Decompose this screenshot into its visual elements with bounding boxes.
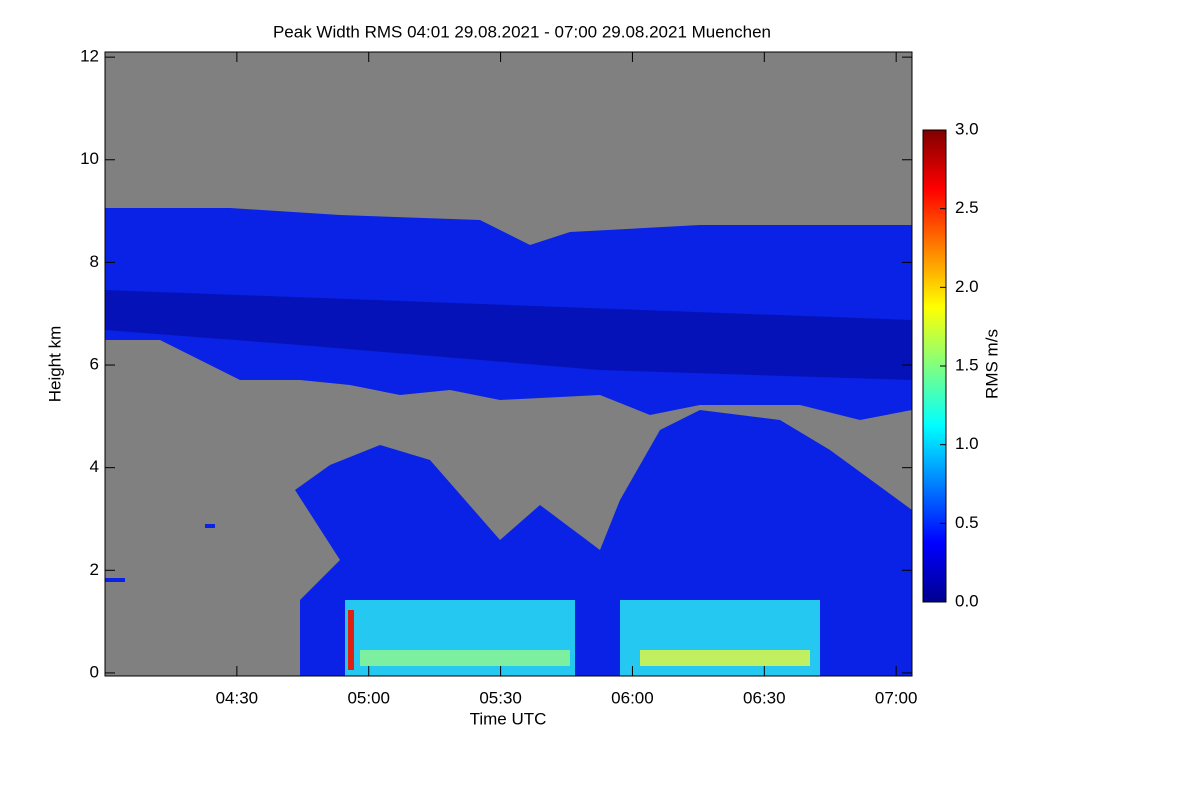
x-axis-label: Time UTC bbox=[470, 709, 547, 728]
colorbar-tick-label: 3.0 bbox=[955, 119, 979, 138]
y-axis-label: Height km bbox=[45, 326, 64, 403]
boundary-layer bbox=[360, 650, 570, 666]
colorbar-tick-label: 1.0 bbox=[955, 434, 979, 453]
x-tick-label: 05:00 bbox=[347, 688, 390, 707]
cloud-fragment bbox=[105, 578, 125, 582]
y-tick-label: 10 bbox=[80, 149, 99, 168]
colorbar-tick-label: 2.5 bbox=[955, 198, 979, 217]
boundary-layer bbox=[640, 650, 810, 666]
heatmap-image bbox=[105, 208, 912, 676]
plot-frame bbox=[104, 51, 913, 677]
x-tick-label: 07:00 bbox=[875, 688, 918, 707]
colorbar-tick-label: 0.0 bbox=[955, 591, 979, 610]
colorbar-tick-label: 2.0 bbox=[955, 277, 979, 296]
x-tick-label: 06:00 bbox=[611, 688, 654, 707]
colorbar-tick-label: 0.5 bbox=[955, 513, 979, 532]
x-tick-label: 05:30 bbox=[479, 688, 522, 707]
chart-title: Peak Width RMS 04:01 29.08.2021 - 07:00 … bbox=[273, 22, 771, 41]
x-tick-label: 04:30 bbox=[216, 688, 259, 707]
y-tick-label: 8 bbox=[90, 252, 99, 271]
y-tick-label: 4 bbox=[90, 457, 99, 476]
y-tick-label: 6 bbox=[90, 355, 99, 374]
y-tick-label: 12 bbox=[80, 47, 99, 66]
colorbar-label: RMS m/s bbox=[982, 329, 1001, 399]
y-tick-label: 0 bbox=[90, 662, 99, 681]
cloud-fragment bbox=[205, 524, 215, 528]
cloud-core bbox=[105, 290, 912, 380]
y-tick-label: 2 bbox=[90, 560, 99, 579]
x-tick-label: 06:30 bbox=[743, 688, 786, 707]
boundary-layer bbox=[348, 610, 354, 670]
colorbar-tick-label: 1.5 bbox=[955, 355, 979, 374]
